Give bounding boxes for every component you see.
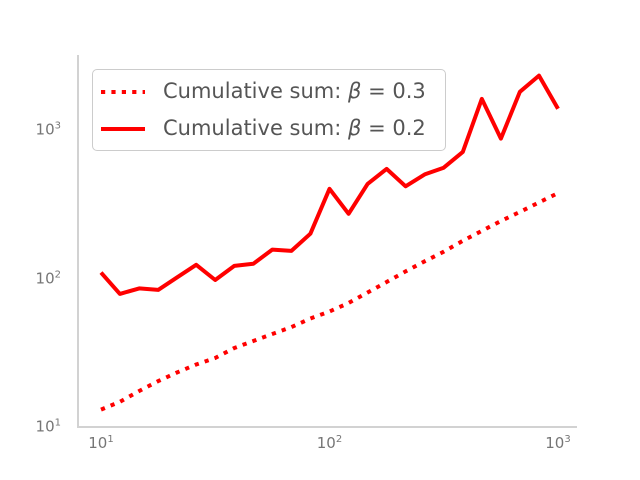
legend-label: Cumulative sum: β = 0.2 [163,116,426,140]
y-tick-label: 102 [35,269,61,288]
x-tick-label: 103 [545,434,571,452]
series-beta-0.3-dotted-line [100,191,559,412]
legend-item-beta-0.2: Cumulative sum: β = 0.2 [99,110,435,147]
y-tick-label: 103 [35,121,61,140]
x-tick-label: 102 [316,434,343,452]
legend: Cumulative sum: β = 0.3 Cumulative sum: … [92,69,446,151]
legend-dotted-line-sample [101,89,145,94]
y-tick-label: 101 [35,417,61,436]
legend-solid-line-sample [101,126,145,131]
series-beta-0.2-solid-line [99,73,560,296]
x-tick-label: 101 [88,434,114,452]
legend-item-beta-0.3: Cumulative sum: β = 0.3 [99,73,435,110]
legend-label: Cumulative sum: β = 0.3 [163,79,426,103]
